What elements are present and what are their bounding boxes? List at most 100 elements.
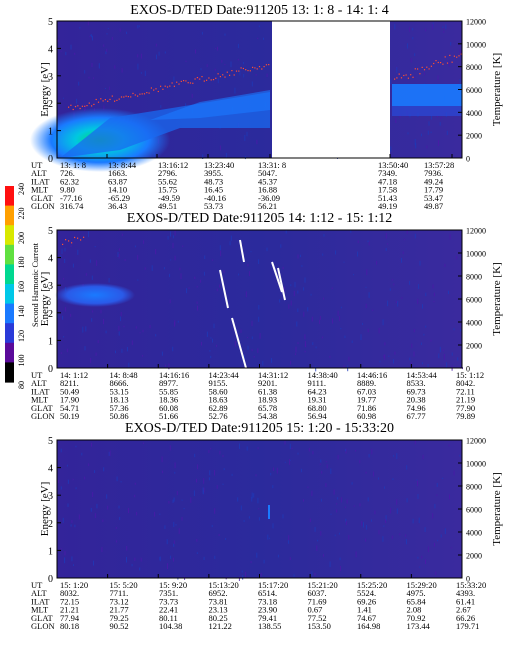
spectrogram-noise xyxy=(258,517,260,521)
spectrogram-noise xyxy=(243,355,245,360)
spectrogram-noise xyxy=(385,515,387,521)
temperature-point xyxy=(242,67,244,70)
spectrogram-noise xyxy=(453,328,455,331)
spectrogram-noise xyxy=(374,510,376,515)
spectrogram-noise xyxy=(224,64,226,66)
ephemeris-value: 7349. xyxy=(378,168,397,178)
spectrogram-noise xyxy=(78,514,80,520)
spectrogram-noise xyxy=(307,307,309,312)
spectrogram-band xyxy=(150,90,270,120)
spectrogram-noise xyxy=(251,81,253,87)
spectrogram-noise xyxy=(450,42,452,46)
spectrogram-noise xyxy=(118,505,120,509)
ephemeris-value: 14: 1:12 xyxy=(60,370,88,380)
spectrogram-noise xyxy=(443,349,444,352)
spectrogram-noise xyxy=(284,461,286,463)
spectrogram-noise xyxy=(433,292,435,297)
spectrogram-noise xyxy=(312,451,314,455)
spectrogram-noise xyxy=(361,521,363,526)
spectrogram-noise xyxy=(223,468,225,471)
ephemeris-row-label: GLAT xyxy=(31,193,54,203)
spectrogram-noise xyxy=(276,467,278,474)
ephemeris-value: 13:23:40 xyxy=(204,160,234,170)
spectrogram-noise xyxy=(448,60,450,67)
spectrogram-noise xyxy=(159,513,161,515)
spectrogram-noise xyxy=(453,470,455,476)
temperature-point xyxy=(134,94,136,96)
spectrogram-noise xyxy=(459,78,461,84)
ephemeris-value: 52.76 xyxy=(209,411,228,421)
spectrogram-noise xyxy=(90,34,92,36)
ephemeris-row-label: UT xyxy=(31,580,43,590)
colorbar-segment xyxy=(5,342,14,363)
ephemeris-value: 56.94 xyxy=(308,411,328,421)
temperature-point xyxy=(407,77,409,79)
energy-tick-label: 2 xyxy=(48,99,53,110)
spectrogram-noise xyxy=(415,143,417,149)
spectrogram-noise xyxy=(271,358,272,363)
temperature-axis-label: Temperature [K] xyxy=(491,262,503,335)
spectrogram-noise xyxy=(79,27,81,29)
ephemeris-value: 77.94 xyxy=(60,613,80,623)
spectrogram-noise xyxy=(427,130,429,135)
temperature-point xyxy=(414,68,416,70)
spectrogram-noise xyxy=(178,528,180,534)
ephemeris-value: 51.43 xyxy=(378,193,397,203)
spectrogram-noise xyxy=(138,25,140,28)
spectrogram-noise xyxy=(365,471,367,474)
spectrogram-noise xyxy=(198,76,199,81)
spectrogram-noise xyxy=(257,497,259,504)
spectrogram-noise xyxy=(345,448,347,454)
spectrogram-noise xyxy=(317,539,319,542)
colorbar-tick-label: 180 xyxy=(17,257,26,269)
spectrogram-noise xyxy=(91,275,93,280)
spectrogram-noise xyxy=(451,352,453,356)
spectrogram-noise xyxy=(149,325,151,329)
spectrogram-noise xyxy=(330,468,332,474)
ephemeris-value: 50.49 xyxy=(60,386,79,396)
temperature-point xyxy=(141,93,143,95)
ephemeris-value: 77.52 xyxy=(308,613,327,623)
spectrogram-noise xyxy=(168,501,170,504)
ephemeris-row-label: ILAT xyxy=(31,176,50,186)
spectrogram-streak xyxy=(231,317,247,369)
ephemeris-value: -65.29 xyxy=(108,193,130,203)
temperature-point xyxy=(173,85,175,87)
spectrogram-noise xyxy=(247,345,249,350)
temperature-point xyxy=(86,105,88,107)
ephemeris-row-label: MLT xyxy=(31,605,49,615)
energy-tick-label: 5 xyxy=(48,17,53,28)
spectrogram-noise xyxy=(331,287,333,290)
spectrogram-noise xyxy=(393,283,395,286)
spectrogram-noise xyxy=(216,485,218,489)
spectrogram-noise xyxy=(326,464,328,469)
ephemeris-value: 15: 1:20 xyxy=(60,580,88,590)
ephemeris-value: 15:17:20 xyxy=(258,580,288,590)
spectrogram-noise xyxy=(314,527,316,532)
ephemeris-value: 79.89 xyxy=(456,411,475,421)
temperature-point xyxy=(458,55,460,57)
ephemeris-value: 19.77 xyxy=(357,395,376,405)
spectrogram-noise xyxy=(355,450,357,452)
spectrogram-noise xyxy=(202,487,204,494)
temperature-point xyxy=(130,96,132,98)
spectrogram-noise xyxy=(384,342,386,346)
spectrogram-noise xyxy=(220,250,222,257)
colorbar-segment xyxy=(5,323,14,344)
spectrogram-noise xyxy=(185,103,187,108)
spectrogram-noise xyxy=(293,290,295,297)
temperature-point xyxy=(178,83,180,85)
temperature-point xyxy=(261,68,263,70)
spectrogram-noise xyxy=(102,519,104,522)
spectrogram-noise xyxy=(266,247,268,252)
spectrogram-noise xyxy=(172,235,174,239)
temperature-point xyxy=(263,66,265,68)
spectrogram-noise xyxy=(310,293,312,296)
spectrogram-noise xyxy=(250,561,252,564)
temperature-point xyxy=(268,64,270,66)
temperature-point xyxy=(71,242,73,244)
spectrogram-noise xyxy=(437,115,438,118)
colorbar-tick-label: 140 xyxy=(17,306,26,318)
temperature-tick-label: 6000 xyxy=(466,86,482,95)
ephemeris-value: 14:23:44 xyxy=(209,370,240,380)
